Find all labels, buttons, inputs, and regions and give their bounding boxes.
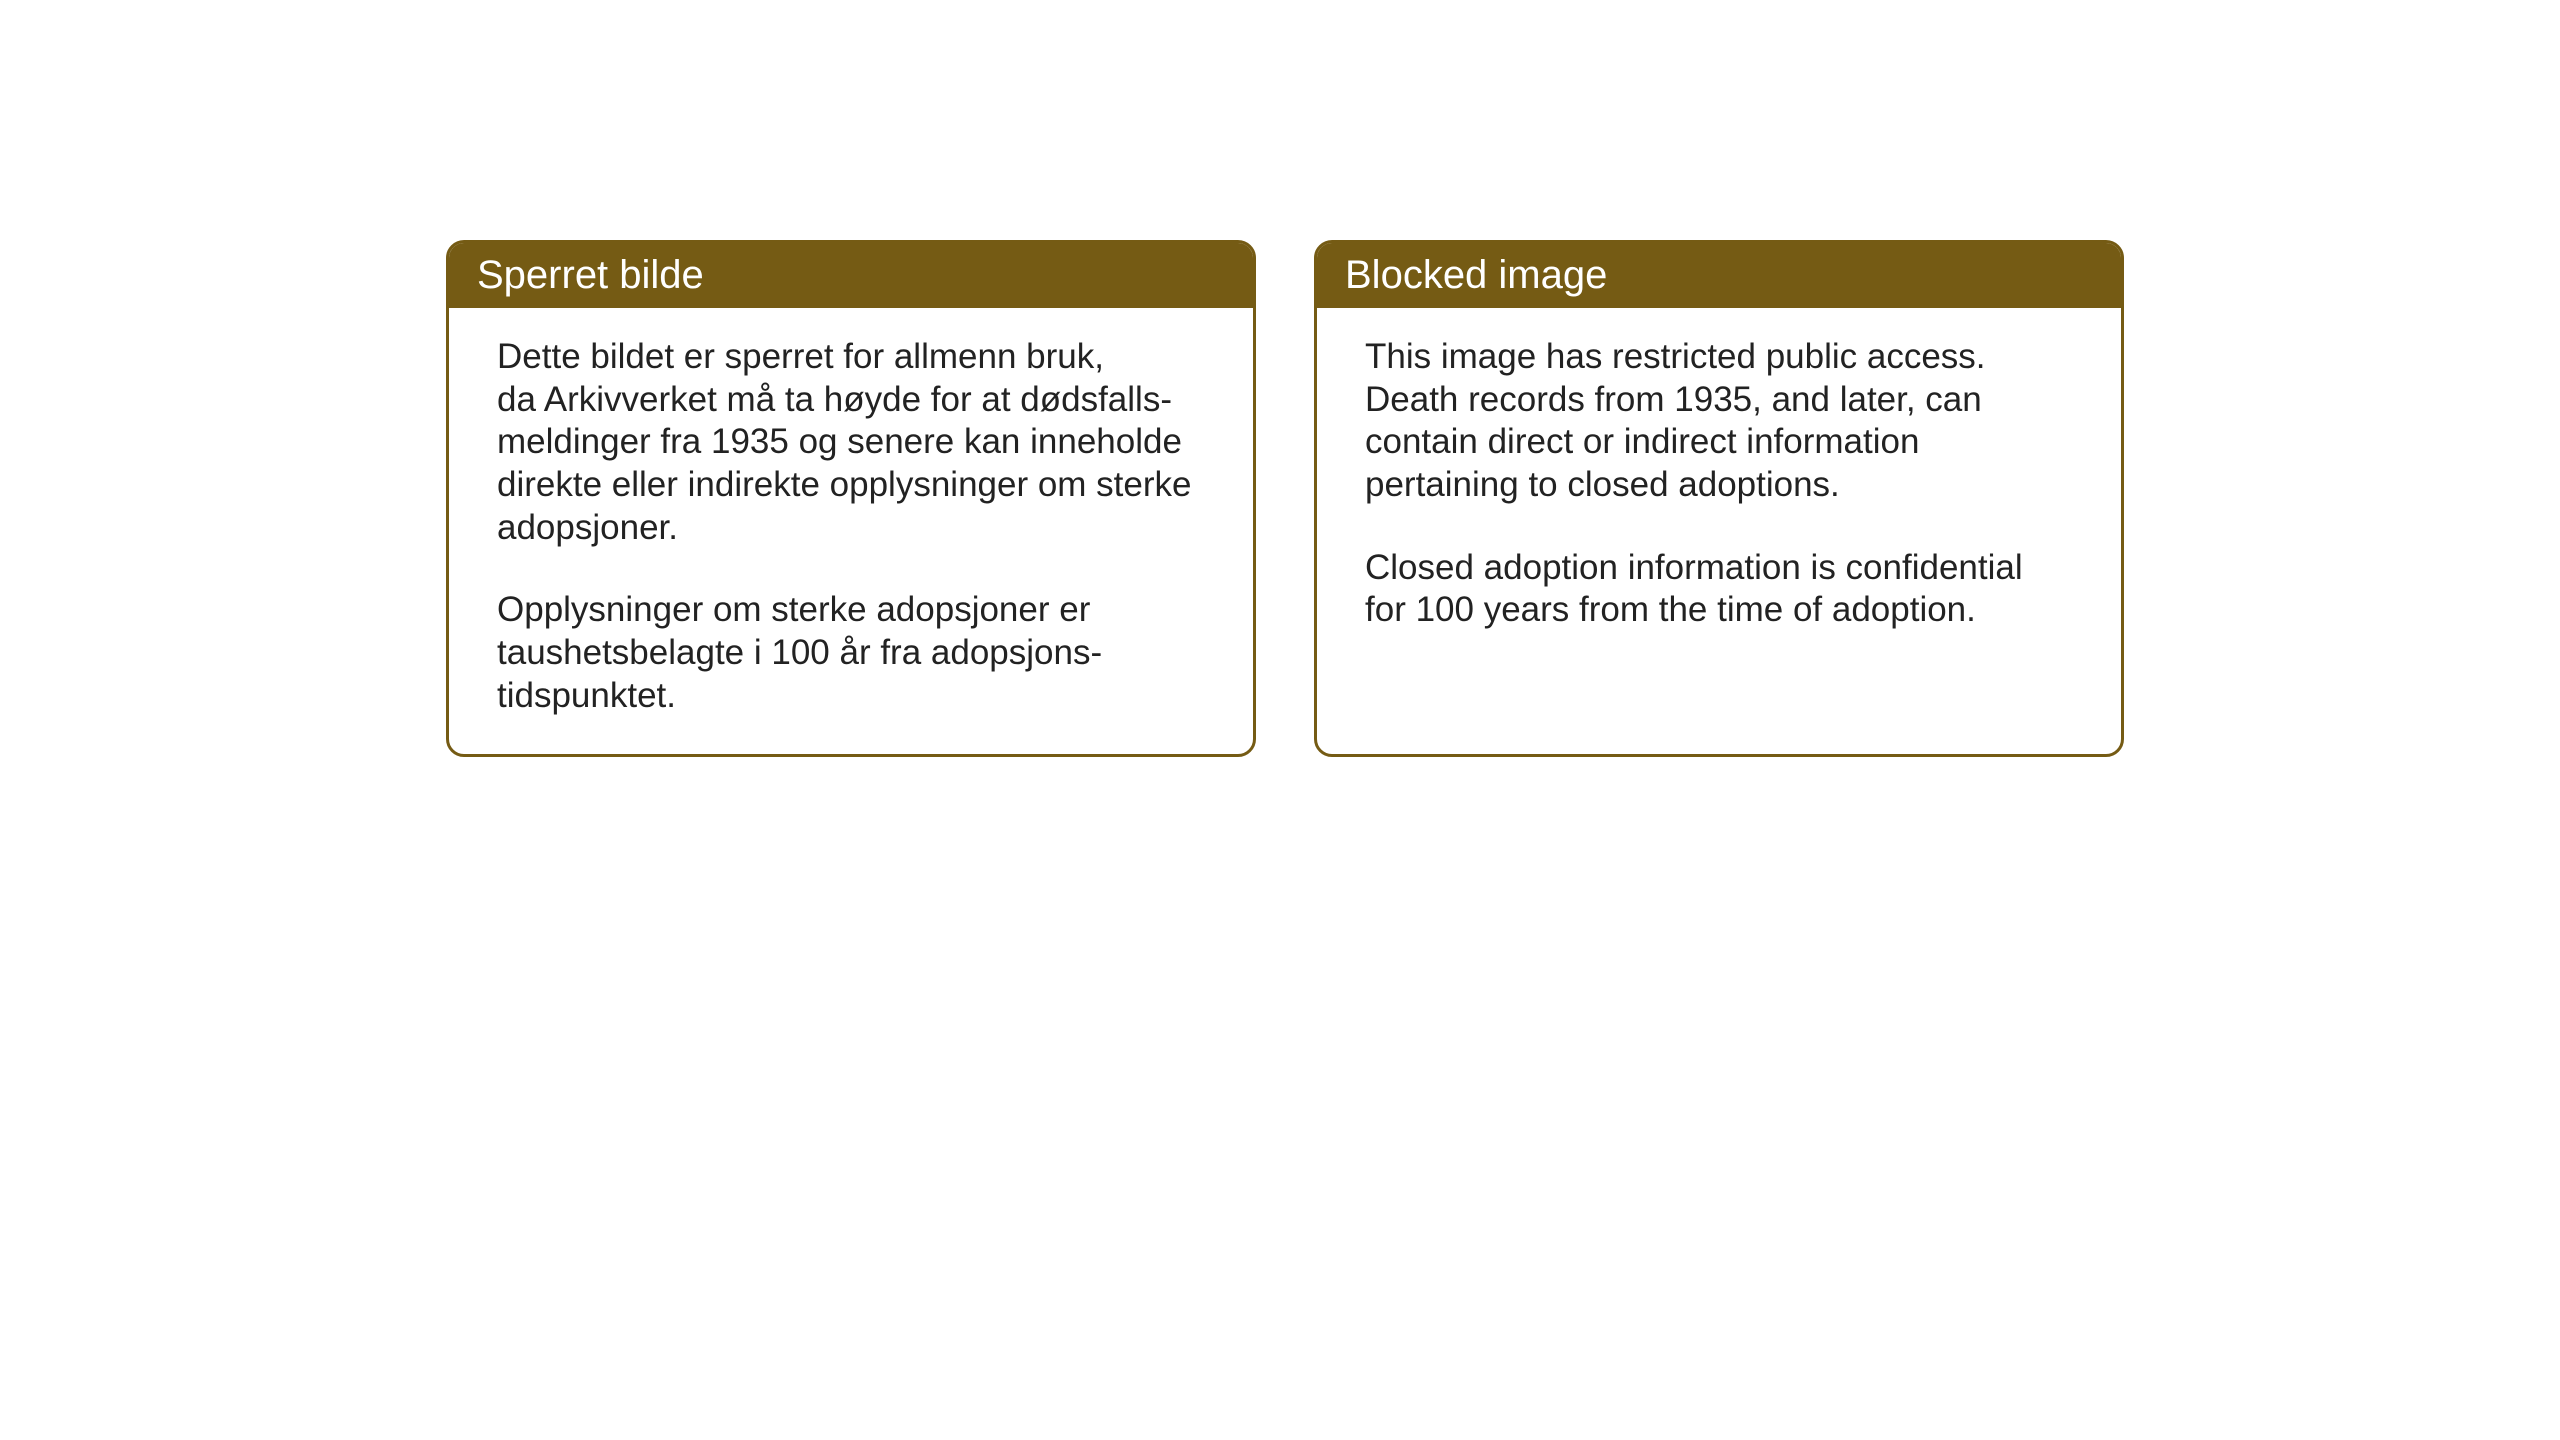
card-paragraph-2-english: Closed adoption information is confident… (1365, 547, 2073, 632)
card-paragraph-1-english: This image has restricted public access.… (1365, 336, 2073, 507)
card-paragraph-2-norwegian: Opplysninger om sterke adopsjoner er tau… (497, 589, 1205, 717)
card-norwegian: Sperret bilde Dette bildet er sperret fo… (446, 240, 1256, 757)
card-title-norwegian: Sperret bilde (477, 253, 704, 297)
card-paragraph-1-norwegian: Dette bildet er sperret for allmenn bruk… (497, 336, 1205, 549)
card-title-english: Blocked image (1345, 253, 1607, 297)
card-header-english: Blocked image (1317, 243, 2121, 308)
card-english: Blocked image This image has restricted … (1314, 240, 2124, 757)
card-body-norwegian: Dette bildet er sperret for allmenn bruk… (449, 308, 1253, 754)
cards-container: Sperret bilde Dette bildet er sperret fo… (446, 240, 2124, 757)
card-body-english: This image has restricted public access.… (1317, 308, 2121, 668)
card-header-norwegian: Sperret bilde (449, 243, 1253, 308)
